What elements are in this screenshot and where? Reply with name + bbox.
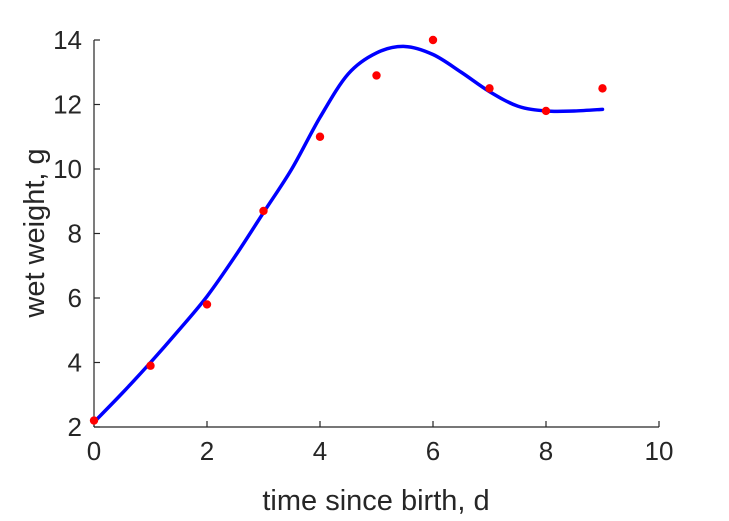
axes	[93, 40, 659, 428]
y-tick-label: 4	[68, 348, 82, 378]
x-tick-label: 2	[200, 436, 214, 466]
fit-line	[92, 44, 605, 424]
y-ticks: 2 4 6 8 10 12 14	[53, 25, 100, 442]
data-point	[598, 84, 607, 93]
data-point	[372, 71, 381, 80]
series-layer	[89, 35, 607, 425]
data-point	[89, 416, 99, 425]
data-point	[485, 84, 494, 93]
y-tick-label: 6	[68, 283, 82, 313]
x-tick-label: 6	[426, 436, 440, 466]
y-tick-label: 2	[68, 412, 82, 442]
y-tick-label: 12	[53, 90, 82, 120]
x-axis-label: time since birth, d	[262, 485, 489, 517]
y-tick-label: 14	[53, 25, 82, 55]
x-tick-label: 10	[645, 436, 674, 466]
y-axis-label: wet weight, g	[19, 148, 51, 318]
data-point	[146, 361, 155, 370]
y-tick-label: 8	[68, 219, 82, 249]
data-point	[541, 106, 551, 116]
data-point	[259, 206, 268, 216]
y-tick-label: 10	[53, 154, 82, 184]
x-tick-label: 8	[539, 436, 553, 466]
x-tick-label: 0	[87, 436, 101, 466]
data-point	[428, 35, 438, 45]
data-point	[202, 300, 212, 309]
x-tick-label: 4	[313, 436, 327, 466]
x-ticks: 0 2 4 6 8 10	[87, 421, 674, 466]
data-point	[315, 132, 325, 141]
